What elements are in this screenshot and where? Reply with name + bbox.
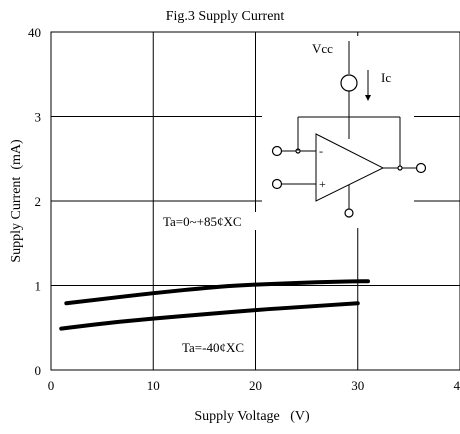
y-tick-label: 1 xyxy=(35,279,42,294)
op-amp-triangle xyxy=(315,133,385,202)
y-axis-label: Supply Current (mA) xyxy=(9,139,24,263)
output-junction-dot xyxy=(397,165,403,171)
series-label-ta-0-85: Ta=0~+85¢XC xyxy=(163,214,242,229)
x-tick-label: 0 xyxy=(48,378,55,393)
x-tick-labels: 0 10 20 30 40 xyxy=(48,378,460,393)
x-tick-label: 20 xyxy=(249,378,262,393)
circuit-background xyxy=(262,36,414,228)
series-label-ta-minus-40: Ta=-40¢XC xyxy=(182,340,244,355)
upper-label-knockout xyxy=(161,212,263,230)
ic-label: Ic xyxy=(381,70,391,85)
series-line-ta-0-85 xyxy=(64,279,370,306)
output-terminal xyxy=(415,162,427,174)
ammeter-symbol xyxy=(340,74,358,92)
y-tick-labels: 0 1 2 3 40 xyxy=(28,25,41,378)
test-circuit-diagram: Vcc Ic - + xyxy=(271,41,427,218)
x-tick-label: 30 xyxy=(351,378,364,393)
x-tick-label: 10 xyxy=(147,378,160,393)
vcc-label: Vcc xyxy=(312,41,333,56)
x-tick-label: 40 xyxy=(454,378,460,393)
inverting-input-terminal xyxy=(271,145,283,157)
y-tick-label: 40 xyxy=(28,25,41,40)
ic-arrow-head xyxy=(365,95,371,101)
y-tick-label: 2 xyxy=(35,194,42,209)
x-axis-label: Supply Voltage (V) xyxy=(194,409,310,424)
chart-title: Fig.3 Supply Current xyxy=(166,9,285,24)
series-group xyxy=(59,279,370,331)
noninverting-input-terminal xyxy=(271,178,283,190)
ground-terminal xyxy=(344,208,354,218)
y-tick-label: 0 xyxy=(35,363,42,378)
series-line-ta-minus-40 xyxy=(59,301,360,331)
y-tick-label: 3 xyxy=(35,110,42,125)
minus-input-label: - xyxy=(319,144,323,158)
plus-input-label: + xyxy=(319,177,326,191)
